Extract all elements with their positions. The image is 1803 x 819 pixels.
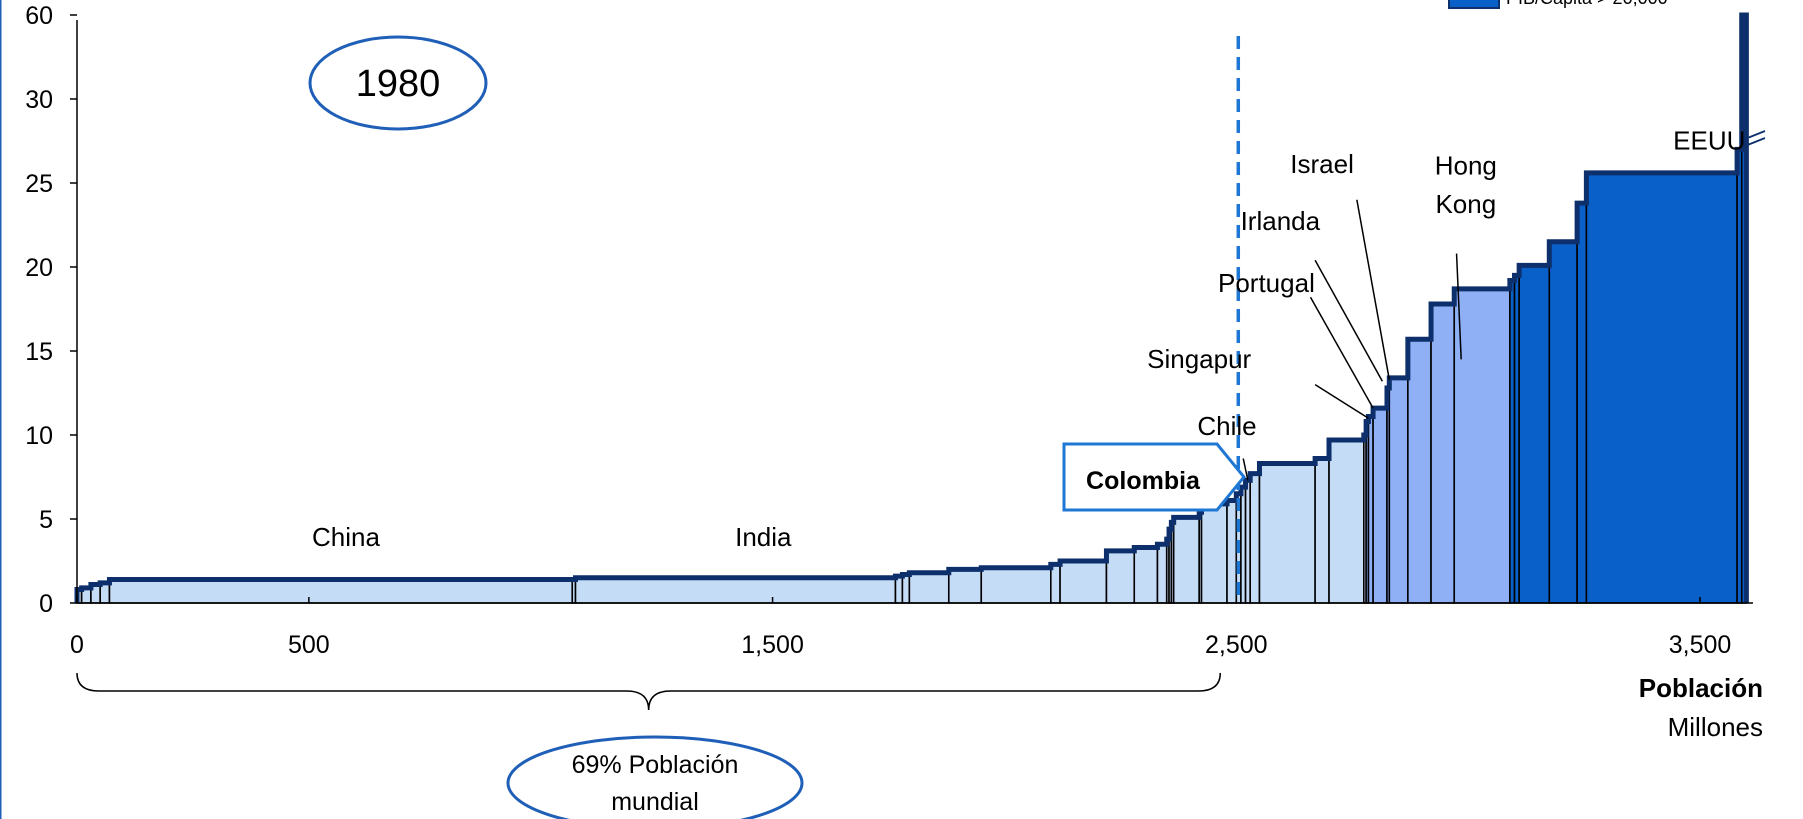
country-labels: China India Chile Singapur Portugal Irlanda Is… <box>312 125 1745 551</box>
year-label: 1980 <box>356 63 441 105</box>
population-brace <box>76 672 1222 711</box>
brace-label-line1: 69% Población <box>572 751 739 779</box>
axis-break-mark <box>1744 130 1766 147</box>
step-bar-42 <box>1518 264 1551 604</box>
y-ticks: 0 5 10 15 20 25 30 60 <box>25 2 77 618</box>
step-bar-37 <box>1407 338 1432 604</box>
steps-layer <box>76 14 1748 604</box>
y-tick-label-30: 30 <box>25 86 53 114</box>
leader-line-2 <box>1309 296 1374 409</box>
step-bar-11 <box>980 566 1052 604</box>
colombia-callout: Colombia <box>1062 442 1246 512</box>
step-bar-4 <box>108 578 574 604</box>
country-label-hong: Hong <box>1435 151 1497 181</box>
x-tick-label-0: 0 <box>70 631 84 659</box>
step-bar-15 <box>1133 546 1159 604</box>
country-label-chile: Chile <box>1197 411 1256 441</box>
step-bar-39 <box>1453 288 1511 604</box>
steps-outline <box>74 12 1749 603</box>
step-bar-29 <box>1314 457 1330 604</box>
step-bar-16 <box>1156 543 1168 604</box>
year-badge: 1980 <box>308 35 488 131</box>
step-bar-43 <box>1548 241 1578 604</box>
x-tick-label-3500: 3,500 <box>1669 631 1732 659</box>
x-ticks: 0 500 1,500 2,500 3,500 <box>70 597 1731 659</box>
country-label-china: China <box>312 522 380 552</box>
country-label-india: India <box>735 522 792 552</box>
step-bar-44 <box>1576 202 1588 604</box>
step-bar-20 <box>1172 516 1200 604</box>
leader-lines <box>1242 199 1462 481</box>
leader-line-5 <box>1455 253 1462 360</box>
country-label-kong: Kong <box>1435 189 1496 219</box>
step-bar-14 <box>1105 550 1136 604</box>
y-tick-label-60: 60 <box>25 2 53 30</box>
leader-line-4 <box>1356 199 1391 380</box>
leader-line-1 <box>1314 383 1369 419</box>
step-bar-45 <box>1585 172 1738 604</box>
callout-arrow-shape <box>1062 442 1246 512</box>
step-bar-13 <box>1059 560 1108 604</box>
x-tick-label-1500: 1,500 <box>741 631 804 659</box>
x-tick-label-500: 500 <box>288 631 330 659</box>
leader-line-3 <box>1314 259 1384 382</box>
country-label-singapur: Singapur <box>1147 344 1251 374</box>
step-bar-34 <box>1372 407 1388 604</box>
step-bar-23 <box>1226 499 1238 604</box>
leader-line-0 <box>1242 458 1249 481</box>
step-bar-10 <box>947 568 983 604</box>
x-axis-title: Población <box>1639 673 1763 703</box>
x-tick-label-2500: 2,500 <box>1205 631 1268 659</box>
country-label-eeuu: EEUU <box>1673 125 1745 155</box>
y-tick-label-20: 20 <box>25 254 53 282</box>
year-ellipse <box>308 35 488 131</box>
country-label-israel: Israel <box>1290 149 1354 179</box>
brace-label-line2: mundial <box>611 788 699 816</box>
x-axis-unit: Millones <box>1668 712 1763 742</box>
step-bar-36 <box>1388 377 1409 604</box>
step-bar-38 <box>1430 303 1456 604</box>
y-tick-label-0: 0 <box>39 590 53 618</box>
brace-badge: 69% Población mundial <box>506 735 804 819</box>
step-bar-9 <box>908 571 950 604</box>
step-bar-27 <box>1249 472 1261 604</box>
y-tick-label-5: 5 <box>39 506 53 534</box>
legend-swatch <box>1448 0 1500 9</box>
brace-ellipse <box>506 735 804 819</box>
step-bar-6 <box>574 576 897 604</box>
legend-label: PIB/Capita > 20,000 <box>1506 0 1668 8</box>
step-bar-22 <box>1200 503 1228 604</box>
legend: PIB/Capita > 20,000 <box>1448 0 1668 9</box>
callout-label: Colombia <box>1086 467 1201 495</box>
country-label-portugal: Portugal <box>1218 268 1315 298</box>
country-label-irlanda: Irlanda <box>1241 206 1321 236</box>
y-tick-label-25: 25 <box>25 170 53 198</box>
step-bar-28 <box>1258 462 1316 604</box>
y-tick-label-15: 15 <box>25 338 53 366</box>
step-bar-8 <box>901 573 911 604</box>
step-bar-30 <box>1328 439 1365 604</box>
y-tick-label-10: 10 <box>25 422 53 450</box>
